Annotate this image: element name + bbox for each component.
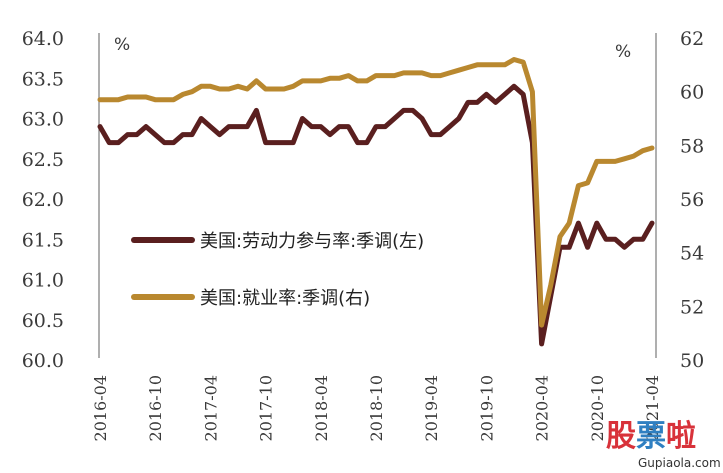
right-tick-label: 52 xyxy=(680,296,704,318)
series-line-employment-rate xyxy=(97,57,655,328)
x-tick-label: 2020-10 xyxy=(588,375,607,441)
x-tick-label: 2019-10 xyxy=(477,375,496,441)
left-tick-label: 62.0 xyxy=(22,189,64,211)
x-tick-label: 2021-04 xyxy=(643,375,662,441)
left-tick-label: 63.5 xyxy=(22,68,64,90)
right-tick-label: 62 xyxy=(680,28,704,50)
legend: 美国:劳动力参与率:季调(左) 美国:就业率:季调(右) xyxy=(131,231,424,309)
right-tick-label: 56 xyxy=(680,189,704,211)
left-tick-label: 61.0 xyxy=(22,270,64,292)
right-tick-label: 54 xyxy=(680,243,704,265)
x-tick-label: 2016-10 xyxy=(146,375,165,441)
left-tick-label: 61.5 xyxy=(22,229,64,251)
right-tick-label: 60 xyxy=(680,82,704,104)
watermark: 股票啦 Gupiaola.com xyxy=(606,419,721,470)
axes-layer xyxy=(98,33,657,358)
x-tick-label: 2018-10 xyxy=(367,375,386,441)
legend-label-employment: 美国:就业率:季调(右) xyxy=(200,288,370,309)
left-tick-label: 62.5 xyxy=(22,149,64,171)
left-tick-label: 60.0 xyxy=(22,350,64,372)
x-tick-label: 2018-04 xyxy=(312,375,331,441)
x-tick-label: 2020-04 xyxy=(533,375,552,441)
left-tick-label: 60.5 xyxy=(22,310,64,332)
x-axis-ticks: 2016-04 2016-10 2017-04 2017-10 2018-04 2018-… xyxy=(91,375,662,441)
left-axis-ticks: 64.0 63.5 63.0 62.5 62.0 61.5 61.0 60.5 60.0 xyxy=(22,28,64,372)
watermark-url: Gupiaola.com xyxy=(638,456,721,470)
left-tick-label: 64.0 xyxy=(22,28,64,50)
right-axis-ticks: 62 60 58 56 54 52 50 xyxy=(680,28,704,372)
x-tick-label: 2016-04 xyxy=(91,375,110,441)
watermark-char: 票 xyxy=(636,419,666,454)
left-tick-label: 63.0 xyxy=(22,109,64,131)
watermark-char: 股 xyxy=(606,419,636,454)
left-axis-unit: % xyxy=(114,35,130,55)
right-tick-label: 58 xyxy=(680,135,704,157)
x-tick-label: 2017-04 xyxy=(201,375,220,441)
watermark-char: 啦 xyxy=(666,419,696,454)
legend-label-participation: 美国:劳动力参与率:季调(左) xyxy=(200,231,424,252)
right-axis-unit: % xyxy=(615,42,631,62)
watermark-logo-text: 股票啦 xyxy=(606,419,696,454)
series-layer xyxy=(97,57,655,347)
right-tick-label: 50 xyxy=(680,350,704,372)
x-tick-label: 2017-10 xyxy=(257,375,276,441)
x-tick-label: 2019-04 xyxy=(422,375,441,441)
